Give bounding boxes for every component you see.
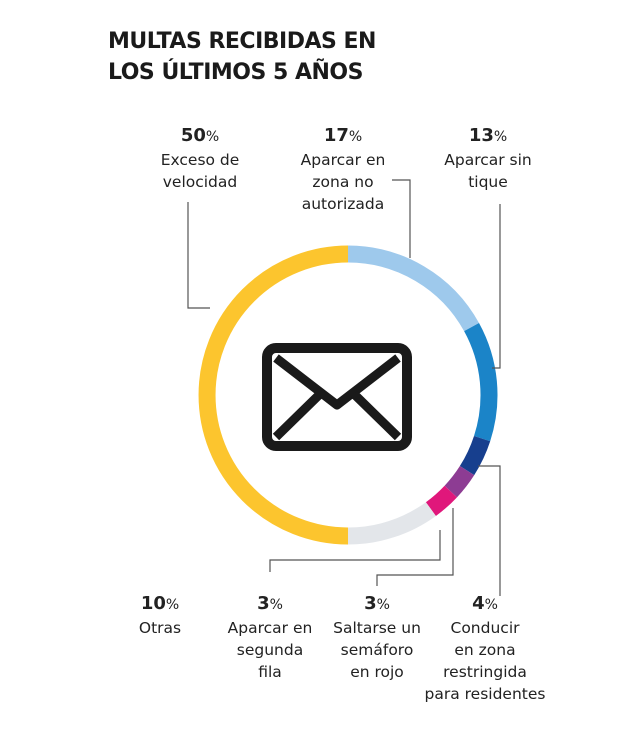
donut-slices [198,245,498,545]
donut-slice-4 [425,485,457,516]
label-sin-tique: 13% Aparcar sin tique [428,124,548,193]
label-residentes-value: 4% [472,593,498,614]
label-semaforo-rojo: 3% Saltarse un semáforo en rojo [318,592,436,683]
label-sin-tique-text: Aparcar sin tique [444,151,532,191]
label-otras: 10% Otras [110,592,210,639]
label-zona-no-autorizada-text: Aparcar en zona no autorizada [300,151,386,213]
title-line-1: MULTAS RECIBIDAS EN [108,29,376,54]
label-semaforo-rojo-value: 3% [364,593,390,614]
envelope-icon [262,343,412,451]
label-sin-tique-value: 13% [468,125,508,146]
label-residentes: 4% Conducir en zona restringida para res… [412,592,558,705]
label-segunda-fila-text: Aparcar en segunda fila [227,619,313,681]
leader-lines [187,179,501,596]
label-otras-value: 10% [140,593,180,614]
leader-line-segunda-fila [269,530,441,572]
donut-slice-3 [444,465,475,498]
leader-line-semaforo [376,508,454,586]
title-line-2: LOS ÚLTIMOS 5 AÑOS [108,60,363,85]
label-zona-no-autorizada: 17% Aparcar en zona no autorizada [283,124,403,215]
label-zona-no-autorizada-value: 17% [323,125,363,146]
chart-title: MULTAS RECIBIDAS EN LOS ÚLTIMOS 5 AÑOS [108,26,376,88]
label-otras-text: Otras [138,619,182,637]
label-exceso-velocidad-value: 50% [180,125,220,146]
label-exceso-velocidad-text: Exceso de velocidad [160,151,240,191]
leader-line-exceso [187,202,210,309]
donut-slice-5 [347,502,436,545]
donut-slice-0 [347,245,480,332]
leader-line-zona-no-autorizada [392,179,411,258]
leader-line-sin-tique [492,204,501,369]
label-semaforo-rojo-text: Saltarse un semáforo en rojo [333,619,421,681]
donut-slice-2 [459,435,491,476]
label-residentes-text: Conducir en zona restringida para reside… [424,619,546,703]
label-exceso-velocidad: 50% Exceso de velocidad [140,124,260,193]
label-segunda-fila-value: 3% [257,593,283,614]
donut-slice-1 [464,322,498,442]
donut-slice-6 [198,245,349,545]
label-segunda-fila: 3% Aparcar en segunda fila [215,592,325,683]
leader-line-residentes [478,465,501,596]
